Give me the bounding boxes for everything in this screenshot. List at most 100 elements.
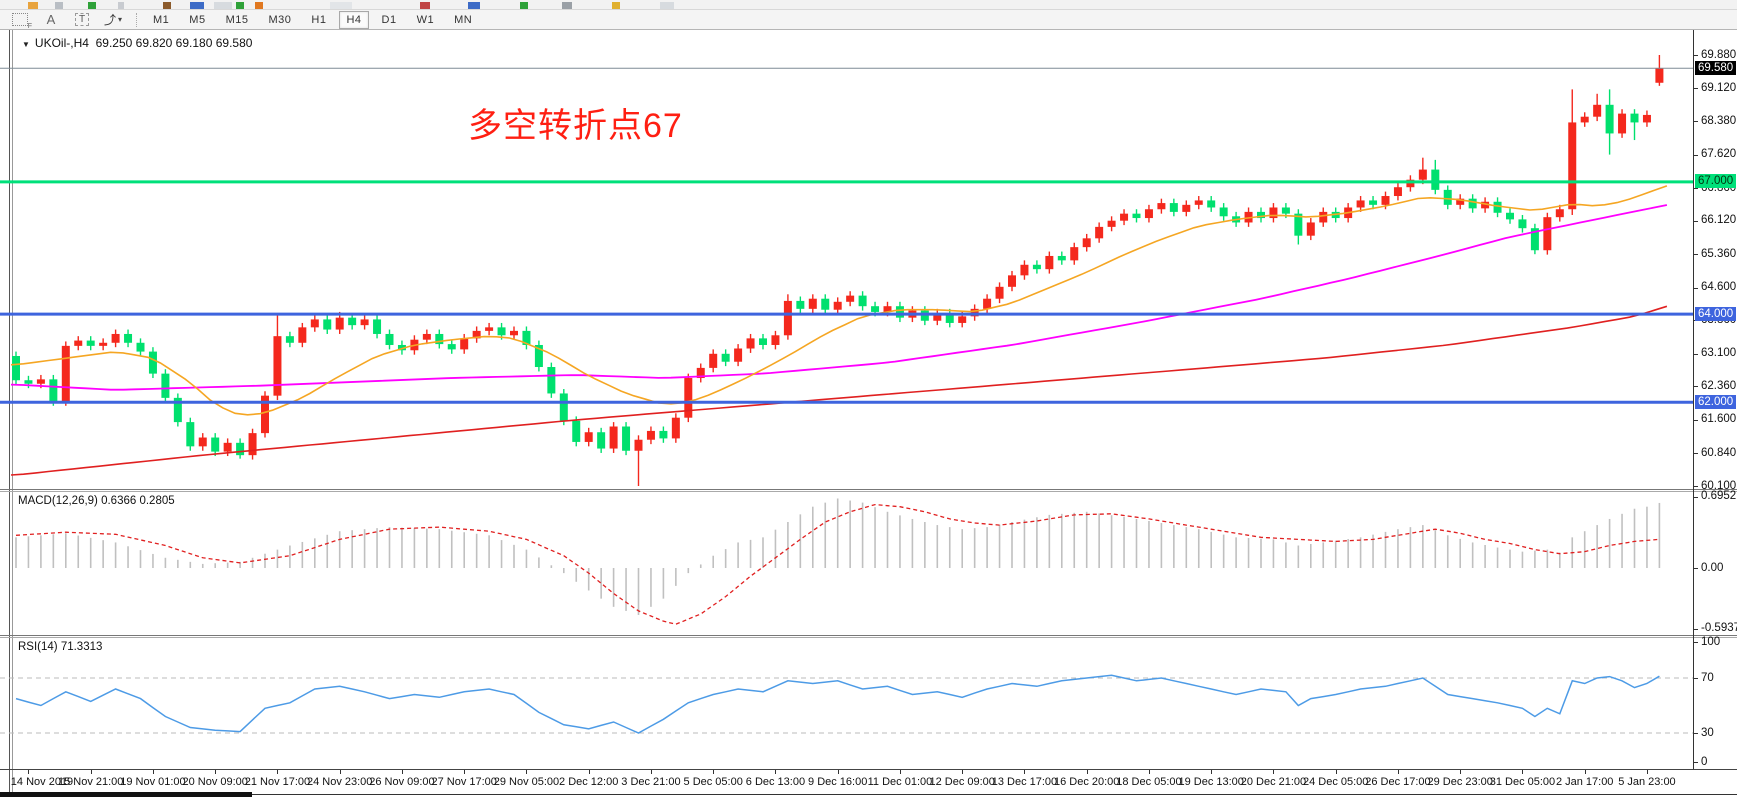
time-axis-label: 2 Jan 17:00 xyxy=(1555,776,1614,788)
clipped-toolbar-icon-fragment xyxy=(236,2,244,9)
price-axis-tick xyxy=(1694,628,1698,630)
timeframe-button-H4[interactable]: H4 xyxy=(339,10,369,29)
text-box-icon[interactable]: T xyxy=(71,12,93,28)
rsi-panel-canvas[interactable] xyxy=(0,638,1694,769)
price-axis-tick xyxy=(1694,88,1698,90)
time-axis-tick xyxy=(1273,770,1275,774)
time-axis-tick xyxy=(1086,770,1088,774)
text-label-icon[interactable]: A xyxy=(46,12,56,27)
clipped-toolbar-icon-fragment xyxy=(520,2,528,9)
symbol-label: UKOil-,H4 xyxy=(34,36,89,50)
time-axis-label: 19 Nov 01:00 xyxy=(120,776,186,788)
time-axis-tick xyxy=(1646,770,1648,774)
time-axis-label: 3 Dec 21:00 xyxy=(621,776,681,788)
time-axis-tick xyxy=(1148,770,1150,774)
chart-window[interactable]: ▼ UKOil-,H4 69.250 69.820 69.180 69.580 多… xyxy=(0,30,1737,797)
price-axis-label: 67.620 xyxy=(1701,148,1737,161)
price-axis-tick xyxy=(1694,154,1698,156)
rsi-label: RSI(14) 71.3313 xyxy=(18,641,103,653)
time-axis-tick xyxy=(650,770,652,774)
time-axis-label: 14 Nov 2019 xyxy=(10,776,74,788)
price-axis-label: 69.120 xyxy=(1701,81,1737,94)
timeframe-button-D1[interactable]: D1 xyxy=(381,13,397,26)
panel-separator-macd[interactable] xyxy=(0,489,1737,490)
timeframe-button-M5[interactable]: M5 xyxy=(189,13,206,26)
time-axis-tick xyxy=(339,770,341,774)
timeframe-button-M1[interactable]: M1 xyxy=(153,13,170,26)
price-axis-label: 63.100 xyxy=(1701,347,1737,360)
time-axis-label: 5 Dec 05:00 xyxy=(683,776,743,788)
time-axis-tick xyxy=(90,770,92,774)
price-axis-tick xyxy=(1694,496,1698,498)
clipped-toolbar-icon-fragment xyxy=(562,2,572,9)
price-badge-67.000: 67.000 xyxy=(1695,174,1737,189)
timeframe-button-MN[interactable]: MN xyxy=(454,13,473,26)
time-axis-tick xyxy=(28,770,30,774)
panel-separator-rsi[interactable] xyxy=(0,635,1737,636)
price-axis-tick xyxy=(1694,762,1698,763)
timeframe-button-M30[interactable]: M30 xyxy=(268,13,292,26)
time-axis-label: 16 Dec 20:00 xyxy=(1053,776,1120,788)
clipped-toolbar-icon-fragment xyxy=(612,2,620,9)
timeframe-button-H1[interactable]: H1 xyxy=(311,13,327,26)
timeframe-button-W1[interactable]: W1 xyxy=(416,13,435,26)
clipped-toolbar-icon-fragment xyxy=(420,2,430,9)
symbol-dropdown-icon[interactable]: ▼ xyxy=(22,40,30,49)
timeframe-button-M15[interactable]: M15 xyxy=(225,13,249,26)
price-axis-label: 68.380 xyxy=(1701,114,1737,127)
price-axis-tick xyxy=(1694,320,1698,322)
time-axis-tick xyxy=(1335,770,1337,774)
macd-panel-canvas[interactable] xyxy=(0,492,1694,635)
clipped-toolbar-icon-fragment xyxy=(55,2,63,9)
time-axis-tick xyxy=(215,770,217,774)
cursor-mode-icon[interactable]: ⤴ ▾ xyxy=(103,13,123,27)
price-chart-canvas[interactable] xyxy=(0,30,1694,489)
clipped-toolbar-icon-fragment xyxy=(190,2,204,9)
clipped-toolbar-icon-fragment xyxy=(118,2,124,9)
time-axis-label: 19 Dec 13:00 xyxy=(1178,776,1244,788)
time-axis-tick xyxy=(1584,770,1586,774)
time-axis[interactable]: 14 Nov 2019 15 Nov 21:00 19 Nov 01:00 20 No… xyxy=(0,769,1737,792)
price-axis-tick xyxy=(1694,453,1698,455)
dropdown-caret-icon[interactable]: ▾ xyxy=(118,15,123,24)
clipped-toolbar-icon-fragment xyxy=(660,2,674,9)
price-axis-label: 64.600 xyxy=(1701,281,1737,294)
rsi-axis-label: 30 xyxy=(1701,726,1714,739)
horizontal-scrollbar-thumb[interactable] xyxy=(0,792,252,797)
macd-axis-label: -0.5937 xyxy=(1701,622,1737,635)
rsi-axis-label: 70 xyxy=(1701,671,1714,684)
time-axis-label: 27 Nov 17:00 xyxy=(431,776,497,788)
panel-separator-rsi2 xyxy=(0,637,1737,638)
price-axis-label: 62.360 xyxy=(1701,379,1737,392)
price-axis[interactable]: 69.88069.12068.38067.62066.86066.12065.3… xyxy=(1694,30,1737,797)
clipped-toolbar-icon-fragment xyxy=(163,2,171,9)
time-axis-label: 5 Jan 23:00 xyxy=(1618,776,1676,788)
price-axis-tick xyxy=(1694,188,1698,190)
time-axis-label: 12 Dec 09:00 xyxy=(929,776,995,788)
time-axis-tick xyxy=(1460,770,1462,774)
chart-annotation-text[interactable]: 多空转折点67 xyxy=(468,107,683,145)
time-axis-label: 29 Nov 05:00 xyxy=(493,776,560,788)
price-badge-69.580: 69.580 xyxy=(1695,60,1737,75)
price-axis-tick xyxy=(1694,486,1698,487)
time-axis-label: 29 Dec 23:00 xyxy=(1427,776,1493,788)
rsi-axis-label: 100 xyxy=(1701,635,1721,648)
time-axis-label: 2 Dec 12:00 xyxy=(559,776,619,788)
window-left-border-inner xyxy=(12,30,13,797)
time-axis-label: 9 Dec 16:00 xyxy=(808,776,868,788)
time-axis-label: 24 Dec 05:00 xyxy=(1302,776,1369,788)
clipped-toolbar-icon-fragment xyxy=(330,2,352,9)
horizontal-scrollbar-track xyxy=(252,794,1737,795)
time-axis-label: 20 Nov 09:00 xyxy=(182,776,248,788)
price-axis-line xyxy=(1693,30,1694,769)
time-axis-tick xyxy=(1522,770,1524,774)
time-axis-label: 31 Dec 05:00 xyxy=(1489,776,1556,788)
chart-title: ▼ UKOil-,H4 69.250 69.820 69.180 69.580 xyxy=(22,36,252,50)
time-axis-tick xyxy=(775,770,777,774)
ohlc-readout: 69.250 69.820 69.180 69.580 xyxy=(95,36,253,50)
indicators-grid-icon[interactable] xyxy=(9,12,32,30)
main-toolbar: A T ⤴▾ M1 M5 M15 M30 H1 H4 D1 W1 MN xyxy=(0,10,1737,30)
price-axis-tick xyxy=(1694,55,1698,56)
rsi-axis-label: 0 xyxy=(1701,755,1708,768)
